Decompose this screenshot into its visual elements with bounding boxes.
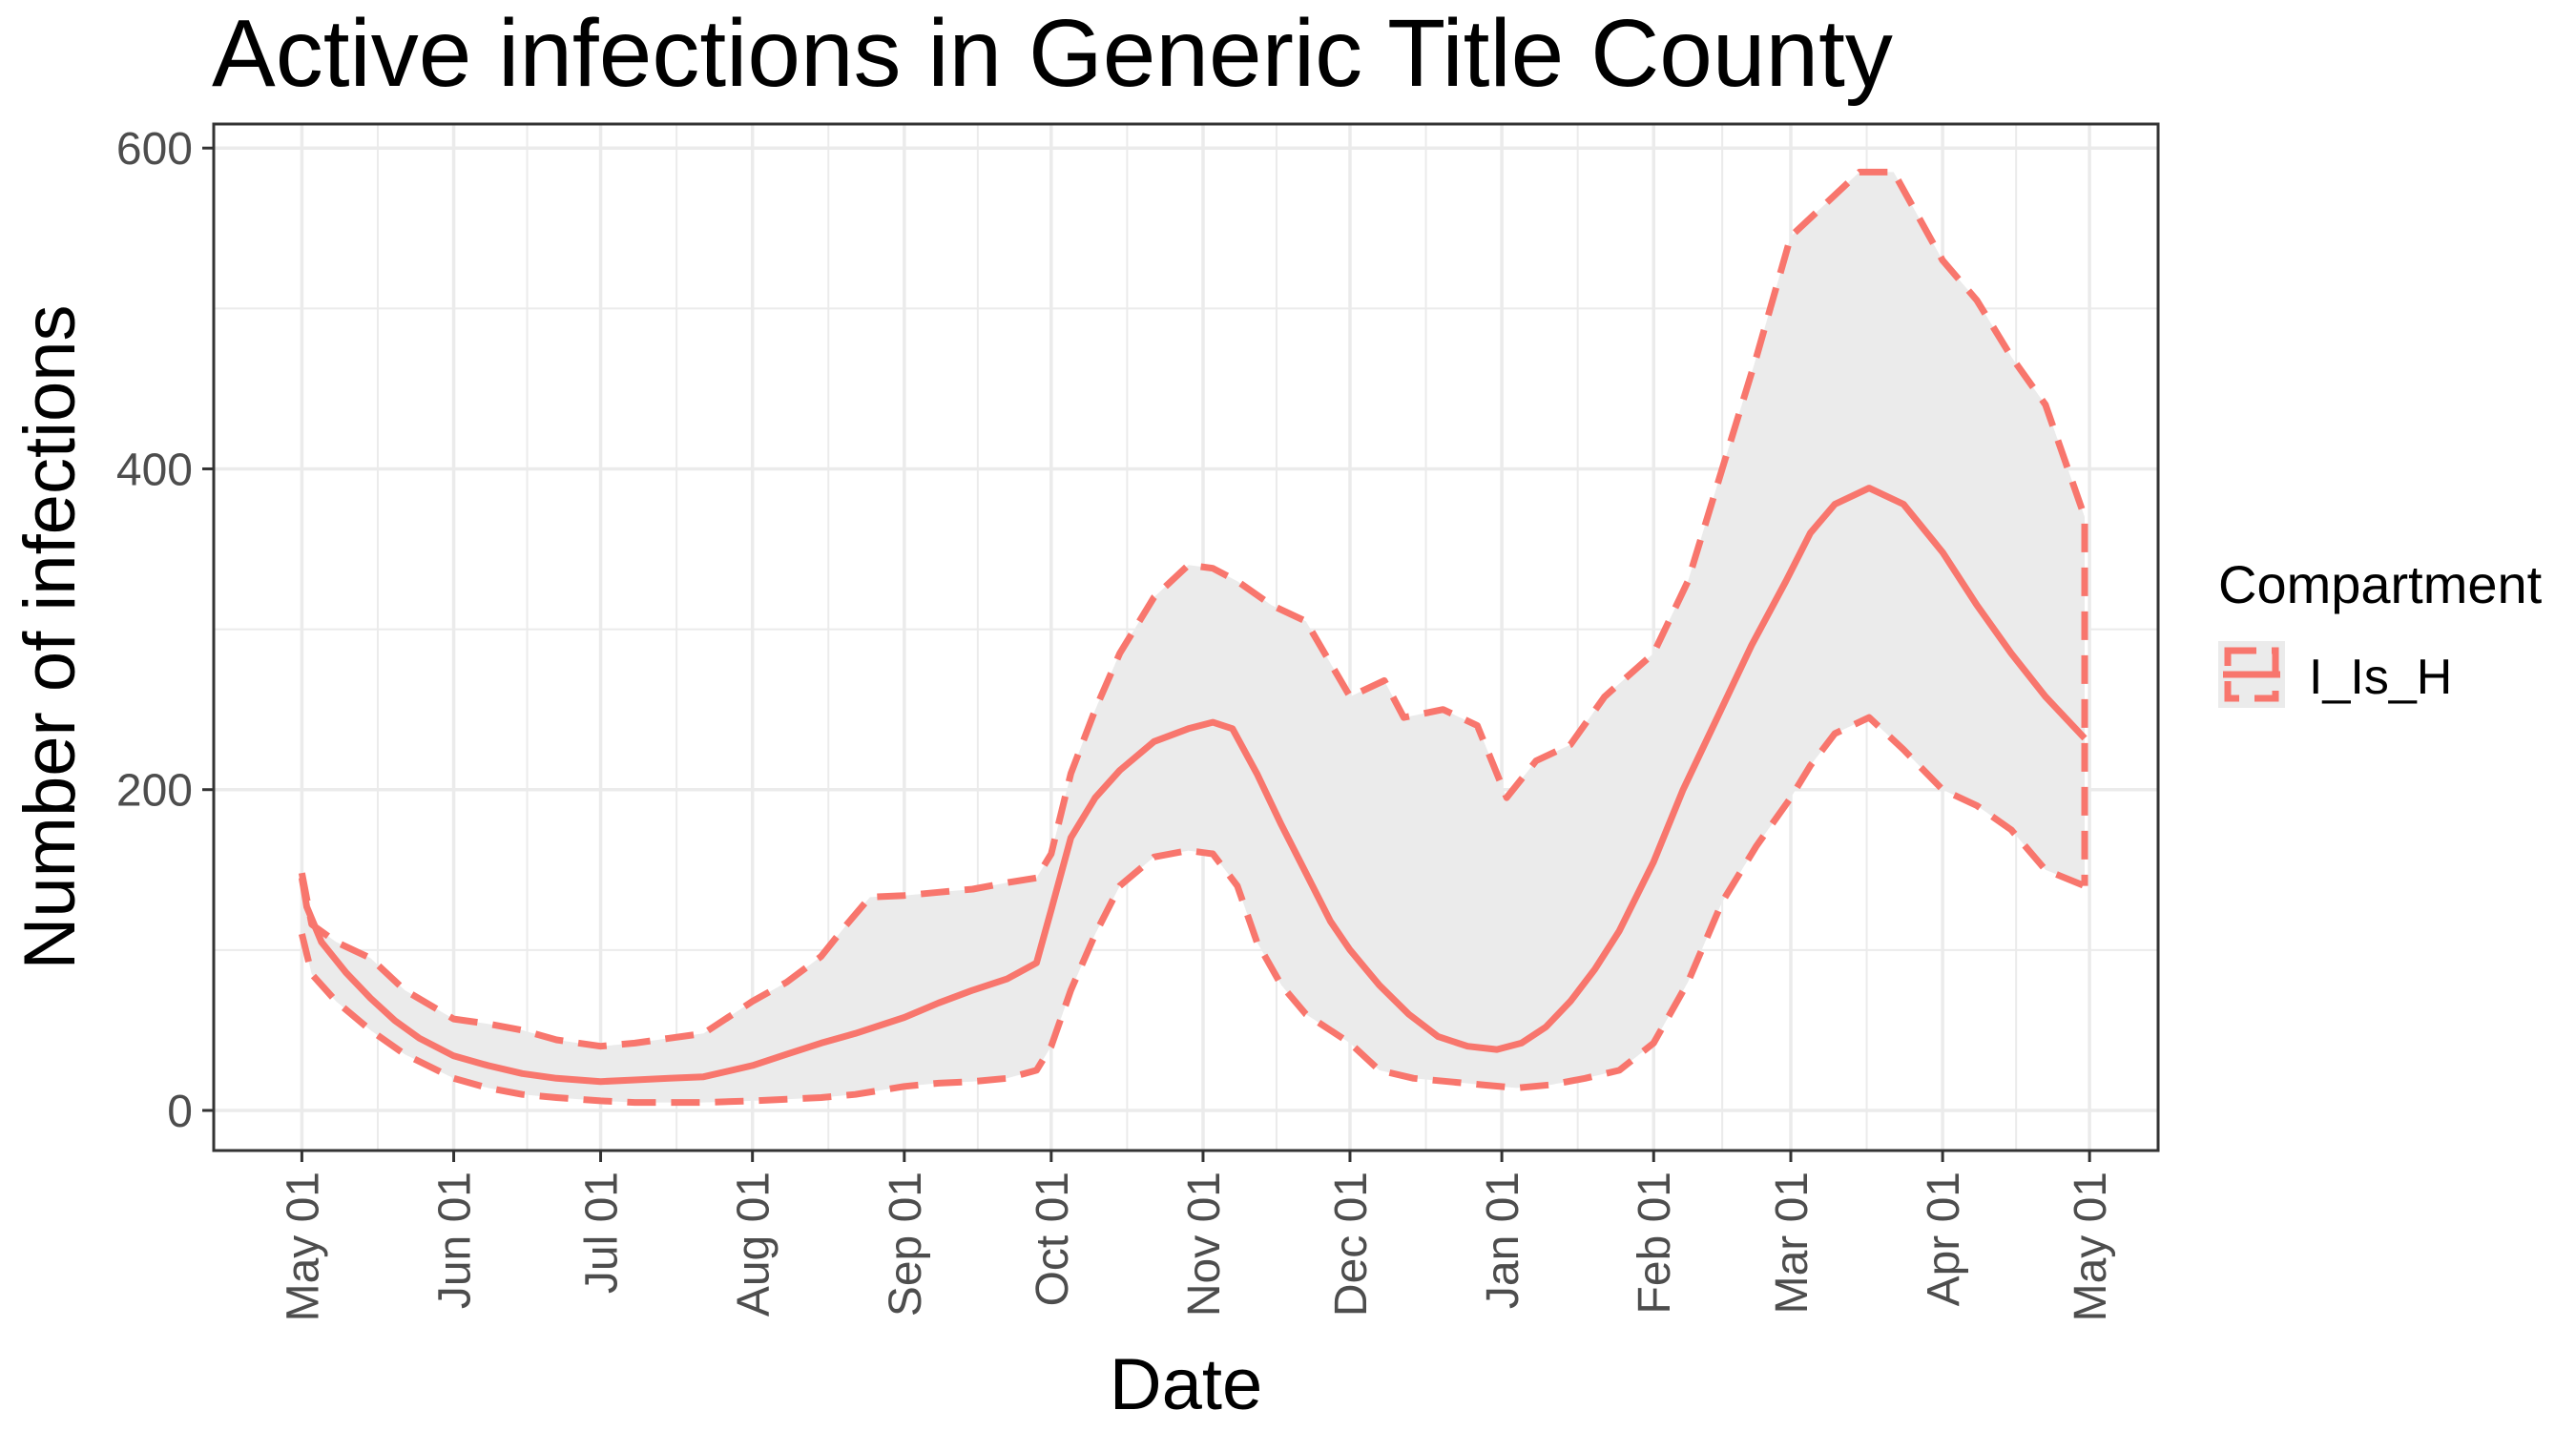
x-tick-label: Oct 01 [1028, 1172, 1078, 1306]
x-tick-label: Jun 01 [430, 1172, 481, 1309]
major-gridlines [214, 124, 2158, 1151]
y-axis-title: Number of infections [10, 305, 91, 970]
x-tick-label: Jan 01 [1478, 1172, 1528, 1309]
legend-entry: I_Is_H [2218, 641, 2452, 708]
x-axis-title: Date [1110, 1344, 1263, 1425]
x-tick-label: Apr 01 [1919, 1172, 1969, 1306]
x-tick-label: Mar 01 [1767, 1172, 1818, 1314]
y-tick-label: 0 [167, 1087, 193, 1137]
x-axis: May 01 Jun 01 Jul 01 Aug 01 Sep 01 Oct 01 Nov … [278, 1151, 2116, 1321]
panel-border [212, 122, 2160, 1152]
upper-bound-line [298, 168, 2088, 1050]
x-tick-label: Aug 01 [729, 1172, 779, 1317]
x-tick-label: Sep 01 [881, 1172, 931, 1317]
legend-title: Compartment [2218, 554, 2543, 614]
chart-title: Active infections in Generic Title Count… [212, 0, 1893, 107]
x-tick-label: Nov 01 [1179, 1172, 1230, 1317]
legend-label: I_Is_H [2309, 650, 2452, 705]
y-axis: 0 200 400 600 [116, 124, 214, 1137]
y-tick-label: 400 [116, 445, 193, 495]
x-tick-label: May 01 [2066, 1172, 2116, 1321]
x-tick-label: May 01 [278, 1172, 328, 1321]
y-tick-label: 600 [116, 124, 193, 175]
x-tick-label: Jul 01 [577, 1172, 628, 1294]
median-line [298, 485, 2088, 1086]
uncertainty-ribbon [301, 172, 2085, 1103]
lower-bound-line [299, 714, 2087, 1107]
x-tick-label: Feb 01 [1630, 1172, 1680, 1314]
legend: Compartment I_Is_H [2218, 554, 2543, 708]
plot-panel [212, 122, 2160, 1152]
y-tick-label: 200 [116, 766, 193, 817]
x-tick-label: Dec 01 [1326, 1172, 1377, 1317]
